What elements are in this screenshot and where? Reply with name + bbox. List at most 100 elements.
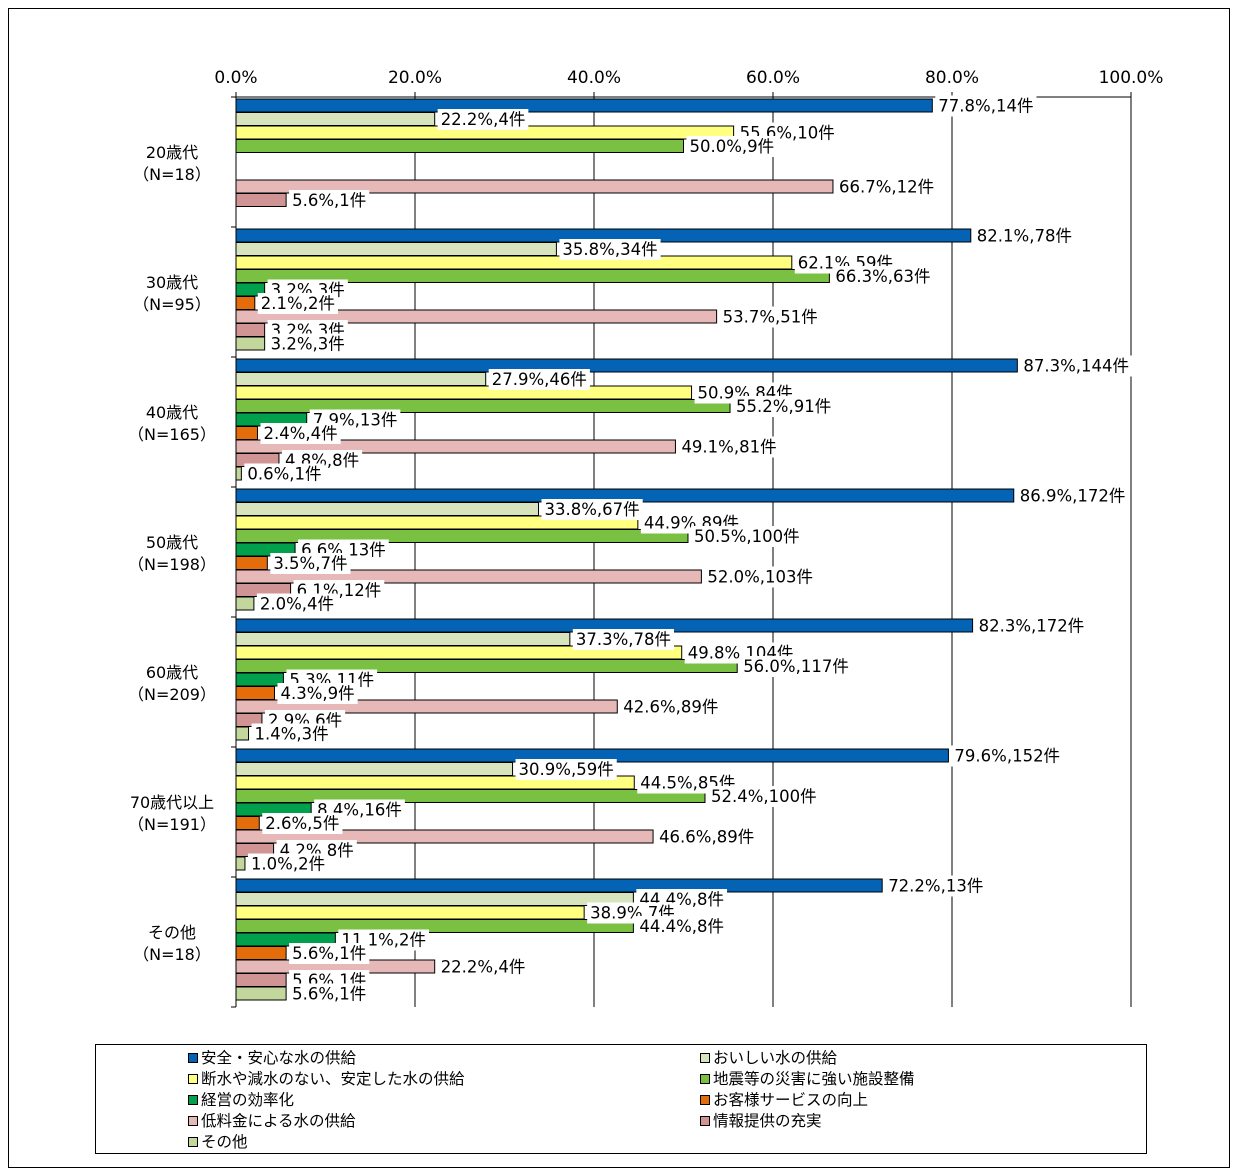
- category-label: 20歳代: [146, 143, 198, 162]
- category-sample-size: （N=95）: [133, 295, 211, 314]
- legend-item-3: 地震等の災害に強い施設整備: [700, 1070, 915, 1088]
- x-tick-label: 40.0%: [567, 68, 621, 88]
- data-label-bg: [1016, 485, 1129, 507]
- data-label: 87.3%,144件: [1023, 357, 1129, 376]
- bar: [235, 569, 702, 584]
- category-label: 50歳代: [146, 533, 198, 552]
- data-label: 22.2%,4件: [441, 110, 526, 129]
- legend-item-7: 情報提供の充実: [700, 1112, 822, 1130]
- category-sample-size: （N=191）: [128, 815, 216, 834]
- bar: [235, 323, 266, 337]
- bar: [235, 439, 676, 454]
- category-label: 60歳代: [146, 663, 198, 682]
- data-label: 79.6%,152件: [954, 747, 1060, 766]
- data-label: 53.7%,51件: [723, 308, 818, 327]
- legend-label: 断水や減水のない、安定した水の供給: [201, 1070, 465, 1088]
- data-label-bg: [973, 225, 1075, 247]
- data-label: 49.1%,81件: [681, 438, 776, 457]
- category-sample-size: （N=198）: [128, 555, 216, 574]
- data-label: 30.9%,59件: [519, 760, 614, 779]
- data-label: 1.4%,3件: [255, 725, 329, 744]
- bar: [235, 309, 718, 324]
- data-label-bg: [270, 553, 351, 574]
- data-label: 2.1%,2件: [261, 294, 335, 313]
- data-label-bg: [656, 826, 758, 848]
- bar: [235, 255, 793, 270]
- bar: [235, 179, 834, 194]
- data-label: 52.0%,103件: [707, 568, 813, 587]
- bar: [235, 242, 557, 256]
- data-label-bg: [885, 875, 987, 897]
- data-label-bg: [572, 629, 675, 650]
- data-label-bg: [733, 396, 835, 417]
- data-label: 50.5%,100件: [694, 527, 800, 546]
- bar: [235, 762, 514, 776]
- data-label-bg: [690, 526, 803, 547]
- data-label: 0.6%,1件: [247, 465, 321, 484]
- legend-swatch: [700, 1053, 710, 1063]
- data-label-bg: [559, 239, 661, 260]
- bar: [235, 596, 255, 611]
- data-label: 22.2%,4件: [441, 958, 526, 977]
- data-label-bg: [740, 656, 852, 677]
- data-label-bg: [267, 333, 348, 355]
- data-label: 44.4%,8件: [639, 917, 724, 936]
- category-sample-size: （N=209）: [128, 685, 216, 704]
- category-label: その他: [148, 923, 196, 942]
- data-label: 66.3%,63件: [835, 267, 930, 286]
- bar: [235, 372, 487, 386]
- bar: [235, 98, 933, 113]
- data-label-bg: [719, 306, 821, 328]
- bar: [235, 892, 634, 906]
- data-label: 72.2%,13件: [888, 877, 983, 896]
- data-label: 33.8%,67件: [545, 500, 640, 519]
- data-label-bg: [277, 683, 358, 704]
- data-label: 50.0%,9件: [690, 137, 775, 156]
- legend-swatch: [188, 1095, 198, 1105]
- data-label-bg: [636, 916, 728, 937]
- bar: [235, 358, 1018, 373]
- category-sample-size: （N=165）: [128, 425, 216, 444]
- x-tick-label: 0.0%: [214, 68, 257, 88]
- data-label-bg: [951, 745, 1064, 767]
- data-label-bg: [975, 615, 1088, 637]
- data-label-bg: [704, 566, 817, 588]
- x-tick-label: 20.0%: [388, 68, 442, 88]
- legend-label: その他: [201, 1133, 248, 1151]
- bar: [235, 632, 571, 646]
- data-label-bg: [289, 943, 370, 964]
- data-label-bg: [244, 463, 325, 485]
- legend-label: おいしい水の供給: [713, 1049, 838, 1067]
- bar: [235, 973, 287, 987]
- bar: [235, 946, 287, 960]
- data-label: 52.4%,100件: [711, 787, 817, 806]
- bar: [235, 112, 436, 126]
- legend-item-6: 低料金による水の供給: [188, 1112, 356, 1130]
- category-sample-size: （N=18）: [133, 165, 211, 184]
- legend-swatch: [188, 1053, 198, 1063]
- data-label-bg: [437, 109, 529, 130]
- bar: [235, 399, 731, 413]
- legend-swatch: [188, 1137, 198, 1147]
- data-label-bg: [832, 266, 934, 287]
- data-label-bg: [488, 369, 590, 390]
- bar: [235, 878, 883, 893]
- legend-item-4: 経営の効率化: [188, 1091, 294, 1109]
- bar: [235, 529, 689, 543]
- data-label-bg: [257, 293, 338, 314]
- data-label: 5.6%,1件: [292, 191, 366, 210]
- data-label: 2.0%,4件: [260, 595, 334, 614]
- bar: [235, 905, 585, 920]
- bar: [235, 672, 284, 687]
- bar: [235, 789, 706, 803]
- bar: [235, 385, 693, 400]
- data-label-bg: [541, 499, 643, 520]
- category-label: 40歳代: [146, 403, 198, 422]
- legend-item-5: お客様サービスの向上: [700, 1091, 868, 1109]
- bar: [235, 139, 684, 153]
- data-label-bg: [678, 436, 780, 458]
- legend-swatch: [188, 1116, 198, 1126]
- bar: [235, 856, 246, 871]
- data-label-bg: [262, 813, 343, 834]
- legend-swatch: [188, 1074, 198, 1084]
